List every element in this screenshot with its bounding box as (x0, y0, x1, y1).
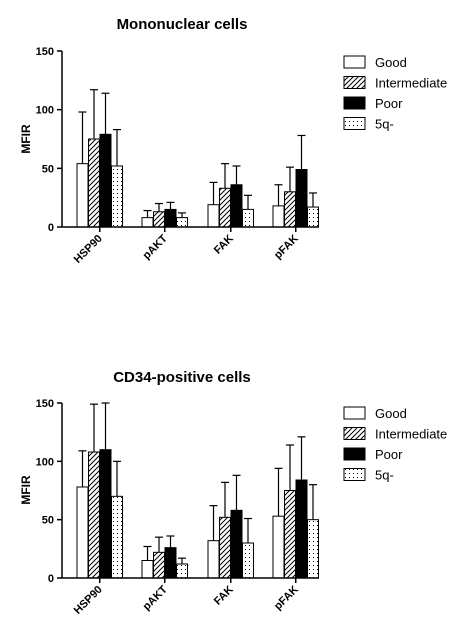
legend-swatch (343, 117, 366, 130)
x-tick-label: pAKT (141, 232, 170, 261)
bar-5q-pakt (176, 217, 188, 228)
bar-poor-fak (230, 184, 243, 228)
legend: Good Intermediate Poor 5q- (343, 406, 447, 483)
bar-5q-pfak (307, 519, 319, 579)
x-tick-label: FAK (212, 584, 236, 608)
chart-title: CD34-positive cells (113, 369, 251, 386)
bar-intermediate-pfak (284, 490, 296, 579)
legend-swatch (343, 406, 366, 420)
bar-intermediate-pfak (284, 191, 296, 228)
y-tick-label: 150 (36, 398, 54, 410)
legend-label: Good (375, 55, 407, 70)
bar-poor-fak (230, 509, 243, 579)
bar-good-pakt (141, 560, 154, 579)
bar-good-hsp90 (76, 163, 89, 228)
bar-poor-pakt (164, 208, 177, 228)
legend-swatch (343, 427, 366, 440)
bar-intermediate-hsp90 (88, 451, 100, 579)
legend-swatch (343, 76, 366, 89)
bar-good-pfak (272, 515, 285, 579)
y-ticks: 0 50 100 150 (36, 46, 62, 234)
x-tick-label: pFAK (272, 584, 301, 613)
bar-poor-hsp90 (99, 449, 112, 579)
bar-5q-hsp90 (111, 495, 123, 579)
y-tick-label: 100 (36, 105, 54, 117)
x-tick-label: HSP90 (72, 584, 105, 617)
chart-cd34: CD34-positive cells MFIR 0 50 100 150 HSP90… (19, 369, 447, 617)
bars (76, 89, 319, 228)
bar-good-pakt (141, 217, 154, 228)
x-tick-label: pAKT (141, 583, 170, 612)
legend-label: Poor (375, 447, 403, 462)
bar-5q-pakt (176, 563, 188, 579)
x-tick-label: pFAK (272, 233, 301, 262)
legend-label: Poor (375, 96, 403, 111)
bar-5q-pfak (307, 206, 319, 228)
bar-poor-hsp90 (99, 133, 112, 228)
legend: Good Intermediate Poor 5q- (343, 55, 447, 132)
legend-swatch (343, 55, 366, 69)
bar-5q-hsp90 (111, 165, 123, 228)
y-ticks: 0 50 100 150 (36, 398, 62, 585)
chart-title: Mononuclear cells (117, 16, 248, 33)
legend-swatch (343, 447, 366, 461)
legend-label: Good (375, 406, 407, 421)
bars (76, 402, 319, 579)
bar-5q-fak (242, 208, 254, 228)
bar-good-hsp90 (76, 486, 89, 579)
legend-swatch (343, 468, 366, 481)
y-tick-label: 150 (36, 46, 54, 58)
legend-label: 5q- (375, 117, 394, 132)
bar-good-pfak (272, 205, 285, 228)
bar-intermediate-pakt (153, 211, 165, 228)
y-tick-label: 100 (36, 456, 54, 468)
x-ticks: HSP90 pAKT FAK pFAK (72, 578, 301, 617)
x-tick-label: HSP90 (72, 233, 105, 266)
bar-intermediate-pakt (153, 551, 165, 579)
y-tick-label: 50 (42, 163, 54, 175)
bar-good-fak (207, 204, 220, 228)
y-tick-label: 0 (48, 573, 54, 585)
legend-label: 5q- (375, 468, 394, 483)
bar-intermediate-fak (219, 187, 231, 228)
bar-poor-pfak (295, 169, 308, 228)
bar-intermediate-hsp90 (88, 138, 100, 228)
chart-mononuclear: Mononuclear cells MFIR 0 50 100 150 HSP90 pA… (19, 16, 447, 266)
legend-label: Intermediate (375, 427, 447, 442)
bar-good-fak (207, 540, 220, 579)
y-tick-label: 0 (48, 222, 54, 234)
y-axis-label: MFIR (19, 475, 33, 505)
bar-poor-pakt (164, 547, 177, 579)
bar-poor-pfak (295, 479, 308, 579)
y-tick-label: 50 (42, 515, 54, 527)
x-ticks: HSP90 pAKT FAK pFAK (72, 227, 301, 266)
y-axis-label: MFIR (19, 124, 33, 154)
legend-swatch (343, 96, 366, 110)
bar-intermediate-fak (219, 516, 231, 579)
legend-label: Intermediate (375, 76, 447, 91)
x-tick-label: FAK (212, 233, 236, 257)
bar-5q-fak (242, 542, 254, 579)
